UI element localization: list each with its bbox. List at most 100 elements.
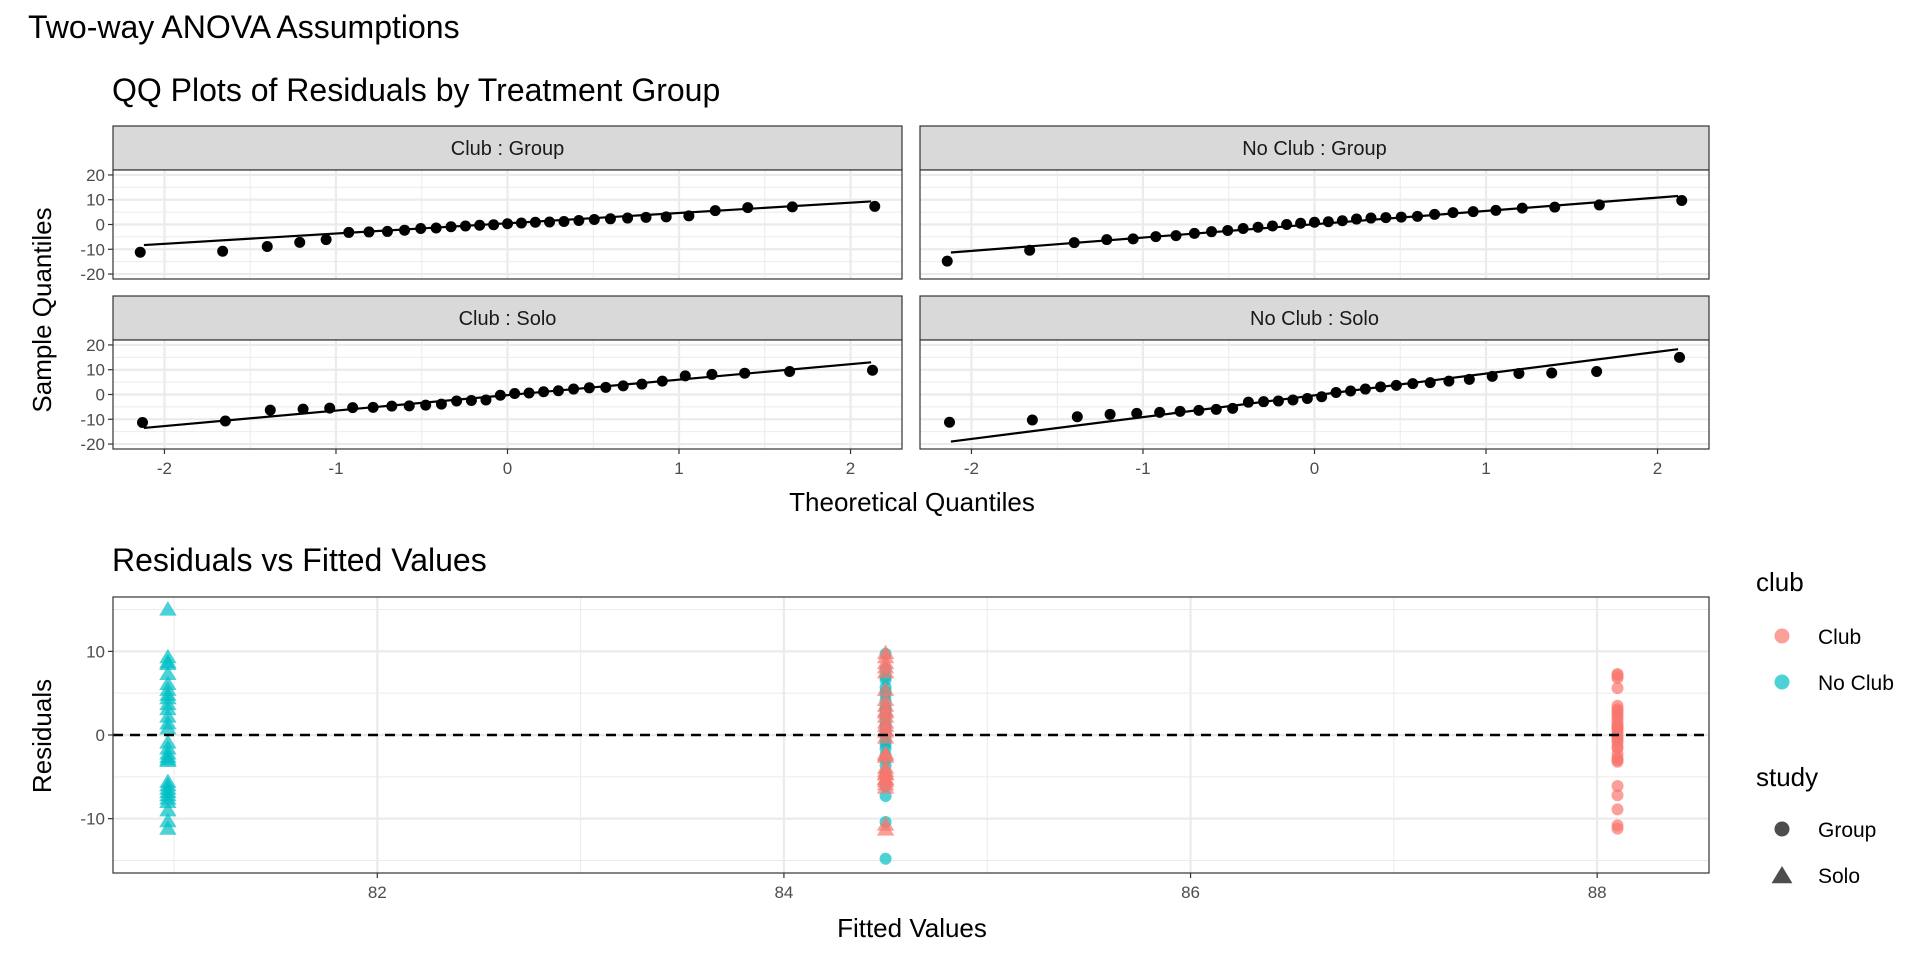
y-tick-label: 10 [86,191,105,210]
qq-point [217,245,229,257]
legend-label-study: Solo [1818,865,1860,888]
facet-strip [919,295,1710,341]
qq-point [1258,396,1270,408]
residual-point-triangle [159,708,177,723]
qq-point [1252,221,1264,233]
qq-point [568,383,580,395]
residual-series [876,644,895,836]
qq-point [1174,405,1186,417]
qq-point [1345,385,1357,397]
residual-point-triangle [159,820,177,835]
qq-point [706,368,718,380]
qq-point [1101,234,1113,246]
qq-point [1443,375,1455,387]
qq-point [523,387,535,399]
qq-point [363,226,375,238]
qq-point [1322,216,1334,228]
x-tick-label: 1 [1481,459,1490,478]
residual-point-triangle [876,644,895,660]
qq-point [739,367,751,379]
x-tick-label: 86 [1181,883,1200,902]
legend-key-club [1774,674,1790,690]
residual-point-triangle [876,681,895,696]
qq-point [1193,404,1205,416]
qq-point [869,200,881,212]
legend-key-study [1771,865,1793,884]
qq-point [1395,211,1407,223]
qq-point [367,401,379,413]
legend-title-club: club [1756,567,1804,597]
qq-point [1516,202,1528,214]
qq-point [219,415,231,427]
qq-point [488,219,500,231]
qq-point [264,404,276,416]
qq-point [1375,381,1387,393]
x-tick-label: -2 [964,459,979,478]
qq-point [1026,414,1038,426]
qq-point [660,211,672,223]
x-tick-label: 82 [368,883,387,902]
qq-point [1237,222,1249,234]
legend-title-study: study [1756,762,1818,792]
qq-point [742,202,754,214]
facet-strip-label: Club : Group [451,138,564,160]
qq-point [1281,219,1293,230]
residual-point-triangle [159,675,177,691]
qq-point [1490,204,1502,216]
residual-point-triangle [159,734,177,749]
qq-point [136,416,148,428]
qq-point [480,394,492,406]
qq-point [1272,395,1284,407]
qq-point [1071,411,1083,423]
residual-point-triangle [876,691,895,706]
qq-point [515,217,527,229]
facet-strip-label: No Club : Solo [1250,308,1379,330]
qq-point [324,402,336,414]
qq-point [640,211,652,223]
qq-panel: No Club : Solo -2 -1 0 1 2 [919,295,1710,478]
qq-point [1104,408,1116,420]
residual-point-triangle [159,601,177,616]
qq-point [558,216,570,228]
qq-point [1309,216,1320,228]
residual-series [159,601,177,835]
qq-point [617,380,629,392]
x-tick-label: 2 [1653,459,1662,478]
qq-point [552,385,564,397]
qq-point [1127,233,1139,245]
qq-point [1380,212,1392,224]
residual-point [1611,682,1624,695]
qq-point [347,402,359,414]
qq-point [381,225,393,237]
qq-point [709,205,721,217]
facet-strip [112,125,903,171]
qq-point [1676,194,1688,206]
residual-point-triangle [159,648,177,664]
qq-point [1407,378,1419,390]
qq-point [1227,402,1239,414]
x-tick-label: 1 [674,459,683,478]
y-tick-label: 20 [86,336,105,355]
qq-reference-line [950,348,1679,443]
qq-point [430,222,442,234]
qq-point [1463,373,1475,385]
qq-point [1591,365,1603,377]
qq-point [604,213,616,225]
qq-point [588,214,600,226]
qq-point [1301,392,1313,404]
panel-border [919,169,1710,280]
x-tick-label: 0 [503,459,512,478]
x-tick-label: -1 [328,459,343,478]
qq-point [451,395,463,407]
qq-point [1365,212,1377,224]
qq-panel: Club : Group 20 10 0 -10 -20 [80,125,903,284]
qq-point [1486,370,1498,382]
qq-point [1222,224,1234,236]
qq-point [622,212,634,224]
qq-point [1316,391,1328,403]
resid-x-axis-label: Fitted Values [837,913,987,943]
qq-point [583,382,595,394]
x-tick-label: -2 [157,459,172,478]
legend-key-study [1774,821,1790,837]
